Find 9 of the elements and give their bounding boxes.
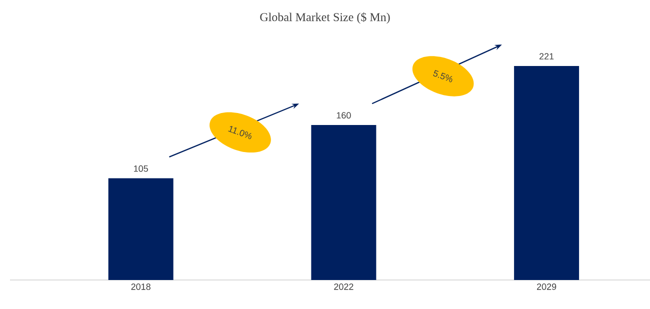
x-tick-label: 2022 (334, 284, 354, 290)
data-label: 221 (539, 53, 554, 60)
data-label: 160 (336, 112, 351, 119)
x-tick-label: 2018 (131, 284, 150, 290)
chart-title: Global Market Size ($ Mn) (260, 12, 390, 24)
annotation: 5.5% (433, 70, 452, 82)
x-tick-label: 2029 (536, 284, 556, 290)
annotation: 11.0% (228, 126, 252, 140)
data-label: 105 (134, 165, 148, 172)
